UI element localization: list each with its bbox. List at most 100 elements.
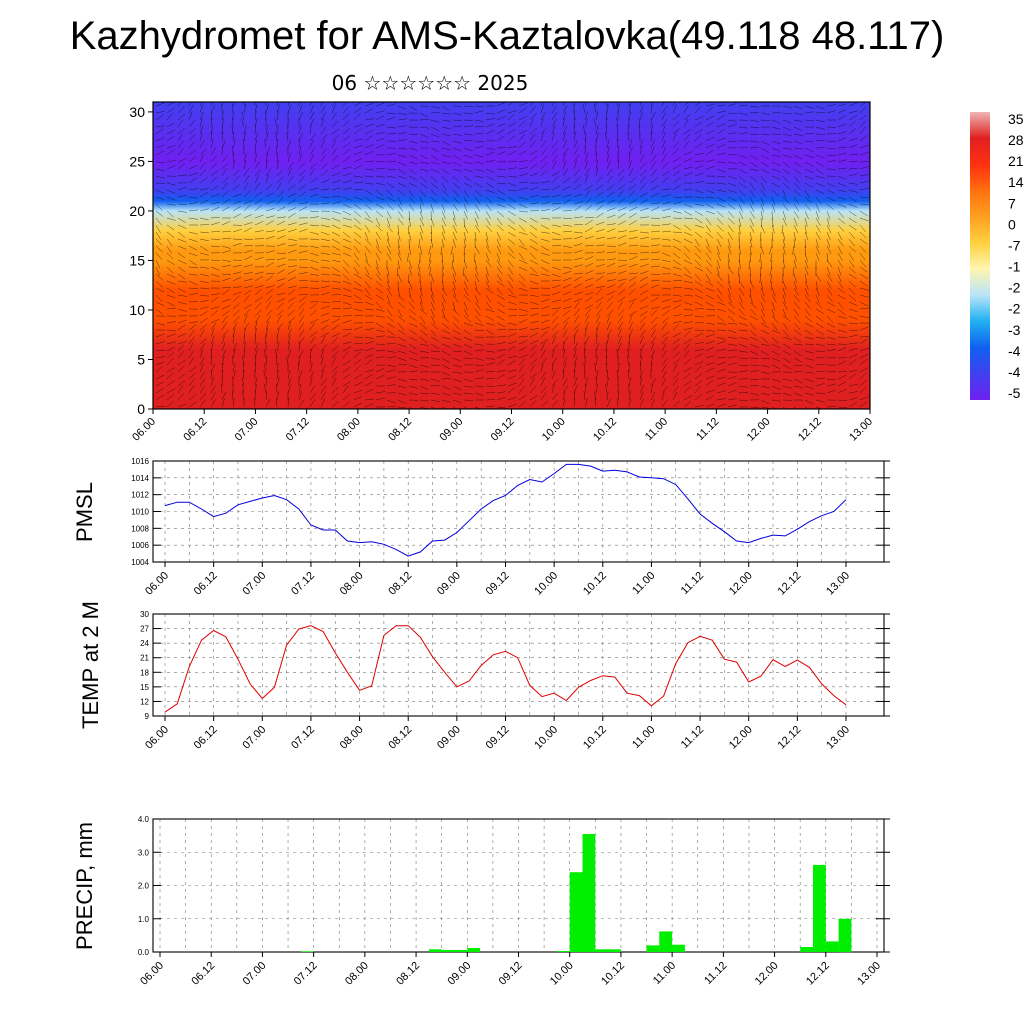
precip-bar bbox=[454, 950, 468, 952]
colorbar-label: -3 bbox=[1008, 322, 1021, 338]
x-tick-label: 11.00 bbox=[643, 416, 670, 443]
x-tick-label: 06.00 bbox=[143, 724, 171, 752]
x-tick-label: 12.00 bbox=[727, 724, 755, 752]
y-tick-label: 15 bbox=[129, 252, 145, 268]
x-tick-label: 08.12 bbox=[394, 960, 422, 988]
precip-bar bbox=[569, 872, 583, 952]
colorbar-label: -2 bbox=[1008, 301, 1021, 317]
y-axis-title: PMSL bbox=[72, 482, 97, 542]
y-tick-label: 20 bbox=[129, 203, 145, 219]
colorbar-labels: 35 28 21 14 7 0 -7 -1 -2 -2 -3 -4 -4 -5 bbox=[1008, 111, 1024, 401]
x-tick-label: 13.00 bbox=[824, 570, 852, 598]
x-tick-label: 07.00 bbox=[233, 416, 261, 444]
y-tick-label: 5 bbox=[137, 351, 145, 367]
y-tick-label: 21 bbox=[140, 654, 149, 663]
x-tick-label: 09.12 bbox=[497, 960, 525, 988]
x-tick-label: 11.12 bbox=[679, 570, 706, 597]
x-tick-label: 12.00 bbox=[753, 960, 781, 988]
x-tick-label: 07.00 bbox=[240, 570, 268, 598]
x-tick-label: 10.12 bbox=[591, 416, 619, 444]
precip-bar bbox=[595, 949, 609, 952]
x-tick-label: 07.00 bbox=[240, 724, 268, 752]
x-tick-label: 09.12 bbox=[484, 570, 512, 598]
x-tick-label: 11.00 bbox=[651, 960, 678, 987]
y-tick-label: 3.0 bbox=[138, 848, 150, 857]
y-axis-title: PRECIP, mm bbox=[72, 822, 97, 950]
y-tick-label: 10 bbox=[129, 302, 145, 318]
wind-barbs bbox=[155, 102, 870, 409]
y-tick-label: 1012 bbox=[131, 491, 149, 500]
x-tick-label: 13.00 bbox=[847, 416, 875, 444]
chart-subtitle: 06 ☆☆☆☆☆☆ 2025 bbox=[331, 71, 529, 95]
precip-bar bbox=[800, 947, 813, 952]
x-tick-label: 10.12 bbox=[581, 570, 609, 598]
colorbar-label: -4 bbox=[1008, 343, 1021, 359]
y-tick-label: 1016 bbox=[131, 457, 149, 466]
y-tick-label: 18 bbox=[140, 668, 149, 677]
precip-bar bbox=[441, 950, 455, 952]
x-tick-label: 07.12 bbox=[289, 724, 317, 752]
precip-bar bbox=[646, 945, 660, 952]
x-tick-label: 10.00 bbox=[540, 416, 568, 444]
colorbar-label: 7 bbox=[1008, 195, 1016, 211]
temp-panel: 9 12 15 18 21 24 27 30 06.00 06.12 07.00 07.12 08.00… bbox=[78, 601, 890, 752]
y-tick-label: 27 bbox=[140, 625, 149, 634]
precip-bar bbox=[300, 951, 314, 952]
y-tick-label: 9 bbox=[145, 712, 150, 721]
precip-bar bbox=[556, 951, 570, 952]
x-tick-label: 12.12 bbox=[796, 416, 824, 444]
y-tick-label: 12 bbox=[140, 697, 149, 706]
x-tick-label: 12.12 bbox=[776, 570, 804, 598]
x-tick-label: 13.00 bbox=[824, 724, 852, 752]
y-tick-label: 4.0 bbox=[138, 815, 150, 824]
x-tick-label: 11.00 bbox=[630, 570, 657, 597]
x-tick-label: 07.12 bbox=[289, 570, 317, 598]
y-axis-title: TEMP at 2 M bbox=[78, 601, 103, 729]
x-tick-label: 06.00 bbox=[130, 416, 158, 444]
x-tick-label: 12.12 bbox=[776, 724, 804, 752]
x-tick-label: 11.12 bbox=[679, 724, 706, 751]
y-tick-label: 1004 bbox=[131, 558, 149, 567]
colorbar: 35 28 21 14 7 0 -7 -1 -2 -2 -3 -4 -4 -5 bbox=[970, 111, 1024, 401]
x-tick-label: 08.00 bbox=[335, 416, 363, 444]
precip-bar bbox=[672, 944, 685, 952]
x-tick-label: 10.00 bbox=[532, 724, 560, 752]
precip-panel: 0.0 1.0 2.0 3.0 4.0 06.00 06.12 07.00 07.12 08.00… bbox=[72, 815, 890, 988]
colorbar-scale bbox=[970, 112, 990, 400]
y-tick-label: 30 bbox=[140, 610, 149, 619]
precip-bar bbox=[467, 948, 481, 952]
x-tick-label: 08.12 bbox=[386, 570, 414, 598]
precip-bar bbox=[813, 864, 826, 952]
x-tick-label: 06.00 bbox=[143, 570, 171, 598]
colorbar-label: 14 bbox=[1008, 174, 1024, 190]
x-tick-label: 06.00 bbox=[138, 960, 166, 988]
x-tick-label: 11.12 bbox=[694, 416, 721, 443]
x-tick-label: 08.12 bbox=[386, 724, 414, 752]
series-line bbox=[164, 463, 847, 557]
x-tick-label: 09.00 bbox=[437, 416, 465, 444]
x-tick-label: 06.12 bbox=[192, 724, 220, 752]
panel-frame bbox=[152, 613, 885, 717]
y-tick-label: 24 bbox=[140, 639, 149, 648]
precip-bar bbox=[838, 918, 852, 953]
x-tick-label: 12.12 bbox=[804, 960, 832, 988]
x-tick-label: 09.00 bbox=[445, 960, 473, 988]
y-tick-label: 0 bbox=[137, 401, 145, 417]
x-tick-label: 12.00 bbox=[745, 416, 773, 444]
x-tick-label: 12.00 bbox=[727, 570, 755, 598]
page-title: Kazhydromet for AMS-Kaztalovka(49.118 48… bbox=[69, 14, 945, 58]
y-tick-label: 1.0 bbox=[138, 915, 150, 924]
x-tick-label: 06.12 bbox=[181, 416, 209, 444]
x-tick-label: 09.00 bbox=[435, 570, 463, 598]
x-tick-label: 07.00 bbox=[241, 960, 269, 988]
colorbar-label: -7 bbox=[1008, 237, 1021, 253]
colorbar-label: -1 bbox=[1008, 259, 1021, 275]
precip-bar bbox=[608, 949, 621, 952]
precip-bar bbox=[659, 931, 673, 952]
y-tick-label: 1006 bbox=[131, 541, 149, 550]
precip-bar bbox=[428, 949, 442, 952]
x-tick-label: 08.12 bbox=[386, 416, 414, 444]
x-tick-label: 06.12 bbox=[189, 960, 217, 988]
x-tick-label: 09.12 bbox=[489, 416, 517, 444]
y-tick-label: 1014 bbox=[131, 474, 149, 483]
